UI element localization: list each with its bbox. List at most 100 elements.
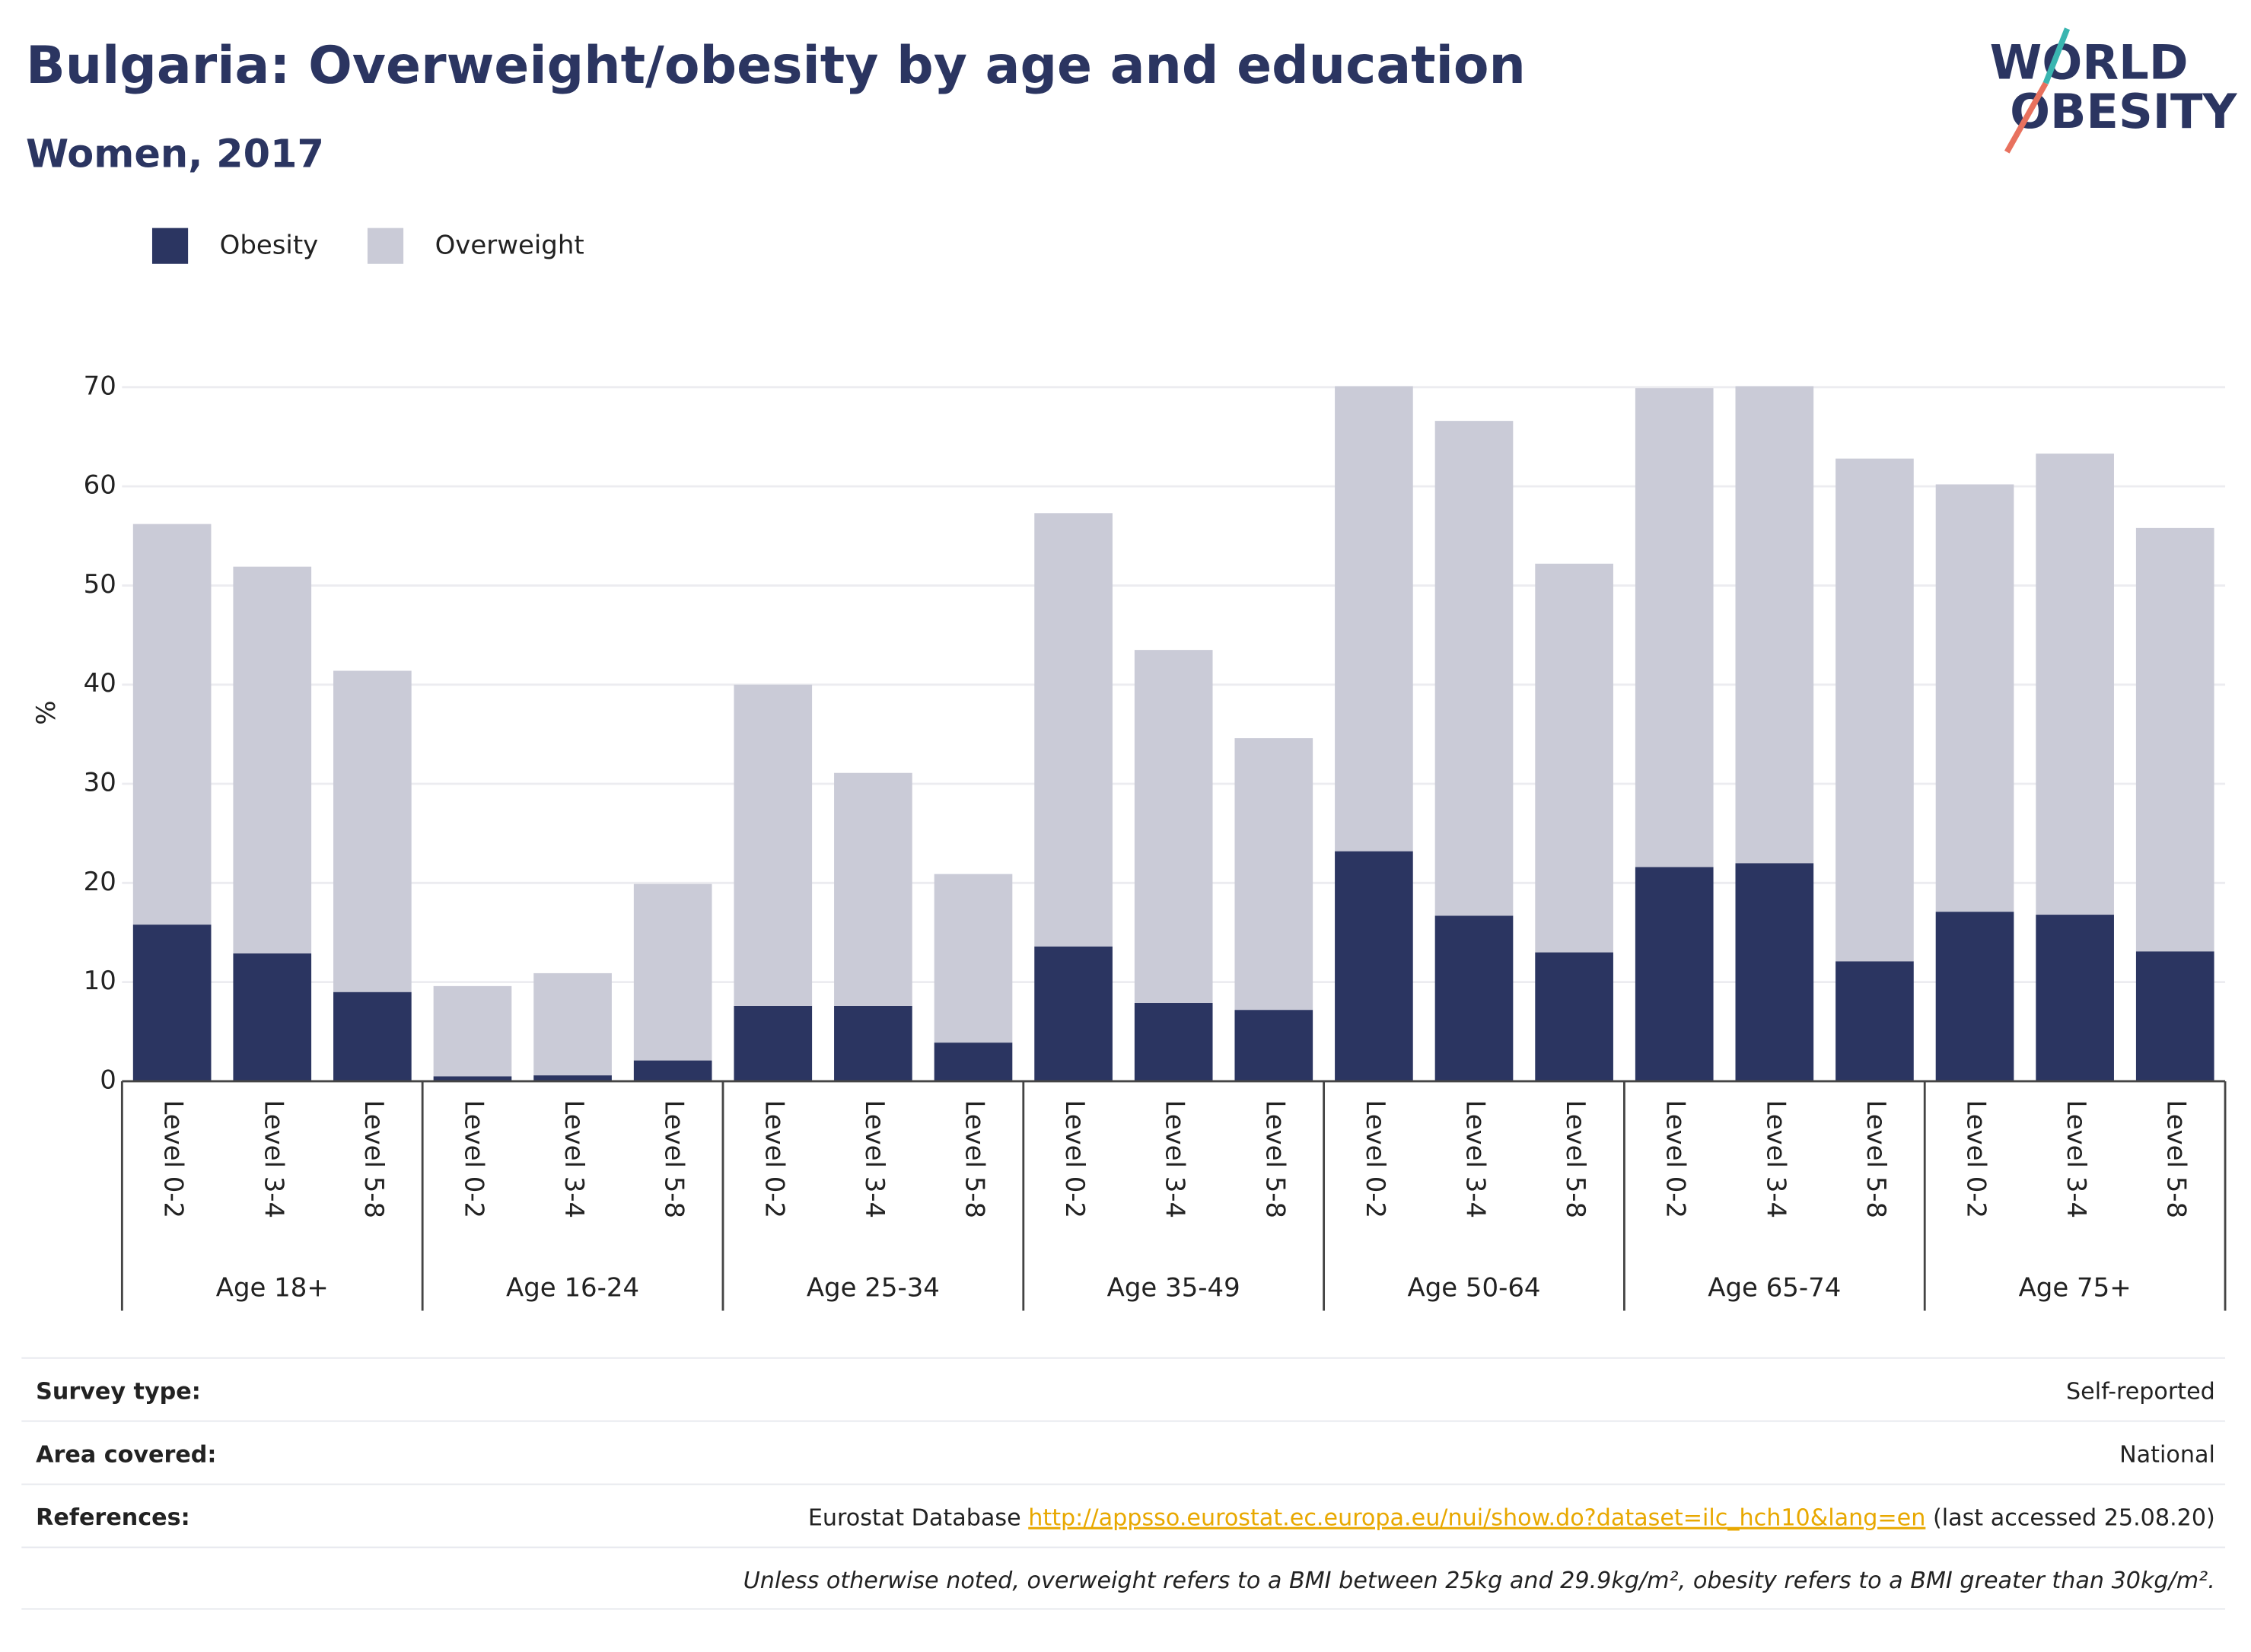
x-tick-label: Level 3-4 <box>1160 1100 1189 1218</box>
bar-segment <box>1535 952 1613 1081</box>
group-label: Age 18+ <box>216 1274 329 1303</box>
bar-segment <box>834 1005 912 1081</box>
chart-subtitle: Women, 2017 <box>26 132 324 177</box>
bar-segment <box>433 985 512 1077</box>
bar-segment <box>1836 961 1914 1081</box>
x-tick-label: Level 0-2 <box>1360 1100 1390 1218</box>
logo-slash <box>2004 81 2049 154</box>
bar-segment <box>734 684 813 1006</box>
bar-segment <box>1234 738 1313 1011</box>
bar-segment <box>333 992 412 1081</box>
bar-segment <box>233 953 312 1081</box>
y-tick-label: 30 <box>84 769 116 798</box>
legend-swatch <box>367 228 404 264</box>
group-label: Age 35-49 <box>1107 1274 1240 1303</box>
bar-segment <box>1335 386 1413 851</box>
row-value: Self-reported <box>2066 1378 2215 1405</box>
bar-segment <box>2135 951 2214 1081</box>
bar-segment <box>1935 484 2014 912</box>
bar-segment <box>2036 454 2114 915</box>
y-tick-label: 0 <box>100 1065 116 1095</box>
x-tick-label: Level 3-4 <box>559 1100 588 1218</box>
x-tick-label: Level 0-2 <box>1961 1100 1991 1218</box>
bar-segment <box>834 772 912 1006</box>
y-axis-label: % <box>32 701 62 725</box>
bar-segment <box>2135 527 2214 952</box>
bar-segment <box>1034 513 1113 947</box>
x-tick-label: Level 5-8 <box>1259 1100 1289 1218</box>
row-label: Survey type: <box>36 1378 201 1405</box>
x-tick-label: Level 3-4 <box>859 1100 889 1218</box>
x-tick-label: Level 5-8 <box>1560 1100 1590 1218</box>
bar-segment <box>633 1060 712 1081</box>
footer: Survey type: Self-reported Area covered:… <box>21 1357 2226 1610</box>
x-tick-label: Level 0-2 <box>458 1100 488 1218</box>
group-label: Age 16-24 <box>506 1274 639 1303</box>
x-tick-label: Level 0-2 <box>1059 1100 1089 1218</box>
logo-text: WORLD <box>1990 35 2189 91</box>
bar-segment <box>2036 915 2114 1081</box>
x-tick-label: Level 5-8 <box>959 1100 989 1218</box>
bar-segment <box>1836 458 1914 962</box>
bar-segment <box>533 972 612 1076</box>
legend-swatch <box>151 228 189 264</box>
bar-segment <box>1434 421 1514 916</box>
ref-prefix: Eurostat Database <box>808 1504 1028 1531</box>
x-tick-label: Level 0-2 <box>1660 1100 1690 1218</box>
bar-segment <box>1535 563 1613 953</box>
note: Unless otherwise noted, overweight refer… <box>743 1568 2215 1594</box>
bar-segment <box>132 524 212 925</box>
ref-link[interactable]: http://appsso.eurostat.ec.europa.eu/nui/… <box>1028 1504 1925 1531</box>
bar-segment <box>233 566 312 953</box>
y-tick-label: 10 <box>84 966 116 996</box>
x-tick-label: Level 3-4 <box>1460 1100 1490 1218</box>
y-tick-label: 60 <box>84 471 116 501</box>
bar-segment <box>132 925 212 1081</box>
x-tick-label: Level 0-2 <box>759 1100 788 1218</box>
bar-segment <box>934 1042 1013 1081</box>
bar-segment <box>1635 867 1714 1081</box>
bar-segment <box>633 883 712 1061</box>
bar-segment <box>1234 1010 1313 1081</box>
x-tick-label: Level 5-8 <box>659 1100 689 1218</box>
x-tick-label: Level 3-4 <box>1760 1100 1790 1218</box>
x-tick-label: Level 5-8 <box>1861 1100 1890 1218</box>
bar-segment <box>1034 946 1113 1081</box>
bar-segment <box>1635 388 1714 867</box>
row-label: References: <box>36 1504 189 1531</box>
ref-suffix: (last accessed 25.08.20) <box>1925 1504 2214 1531</box>
bar-segment <box>1134 1003 1213 1081</box>
x-tick-label: Level 5-8 <box>2161 1100 2191 1218</box>
y-tick-label: 40 <box>84 669 116 699</box>
group-label: Age 75+ <box>2019 1274 2132 1303</box>
x-tick-label: Level 3-4 <box>258 1100 288 1218</box>
bar-segment <box>533 1075 612 1081</box>
row-value: Eurostat Database http://appsso.eurostat… <box>808 1504 2215 1531</box>
legend-label: Obesity <box>220 231 319 261</box>
bar-segment <box>934 874 1013 1043</box>
bar-segment <box>1434 915 1514 1081</box>
bar-segment <box>734 1005 813 1081</box>
bar-segment <box>1735 386 1814 864</box>
bar-segment <box>333 670 412 992</box>
group-label: Age 25-34 <box>807 1274 940 1303</box>
logo-text: OBESITY <box>2010 84 2237 139</box>
chart-title: Bulgaria: Overweight/obesity by age and … <box>26 36 1526 96</box>
logo-slash <box>2042 27 2071 84</box>
bar-segment <box>1335 851 1413 1081</box>
bar-segment <box>1134 650 1213 1004</box>
row-value: National <box>2119 1441 2215 1468</box>
x-tick-label: Level 0-2 <box>158 1100 188 1218</box>
group-label: Age 50-64 <box>1407 1274 1540 1303</box>
bar-segment <box>1935 912 2014 1081</box>
group-label: Age 65-74 <box>1708 1274 1841 1303</box>
row-label: Area covered: <box>36 1441 216 1468</box>
bar-segment <box>433 1076 512 1081</box>
y-tick-label: 50 <box>84 570 116 600</box>
y-tick-label: 20 <box>84 867 116 897</box>
y-tick-label: 70 <box>84 371 116 401</box>
bar-segment <box>1735 863 1814 1081</box>
x-tick-label: Level 3-4 <box>2061 1100 2090 1218</box>
x-tick-label: Level 5-8 <box>358 1100 388 1218</box>
